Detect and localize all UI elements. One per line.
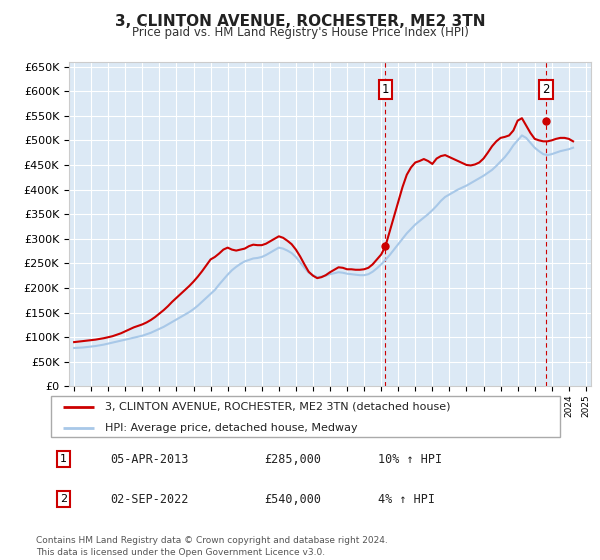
Text: 02-SEP-2022: 02-SEP-2022 [110,493,188,506]
Text: 1: 1 [382,83,389,96]
Text: 4% ↑ HPI: 4% ↑ HPI [378,493,435,506]
Text: HPI: Average price, detached house, Medway: HPI: Average price, detached house, Medw… [105,423,358,433]
Text: Contains HM Land Registry data © Crown copyright and database right 2024.
This d: Contains HM Land Registry data © Crown c… [36,536,388,557]
Text: 3, CLINTON AVENUE, ROCHESTER, ME2 3TN (detached house): 3, CLINTON AVENUE, ROCHESTER, ME2 3TN (d… [105,402,450,412]
Text: 10% ↑ HPI: 10% ↑ HPI [378,452,442,465]
Text: 2: 2 [60,494,67,504]
Text: 3, CLINTON AVENUE, ROCHESTER, ME2 3TN: 3, CLINTON AVENUE, ROCHESTER, ME2 3TN [115,14,485,29]
Text: 1: 1 [60,454,67,464]
Text: £540,000: £540,000 [265,493,322,506]
Text: 2: 2 [542,83,550,96]
Text: £285,000: £285,000 [265,452,322,465]
FancyBboxPatch shape [50,396,560,437]
Text: 05-APR-2013: 05-APR-2013 [110,452,188,465]
Text: Price paid vs. HM Land Registry's House Price Index (HPI): Price paid vs. HM Land Registry's House … [131,26,469,39]
